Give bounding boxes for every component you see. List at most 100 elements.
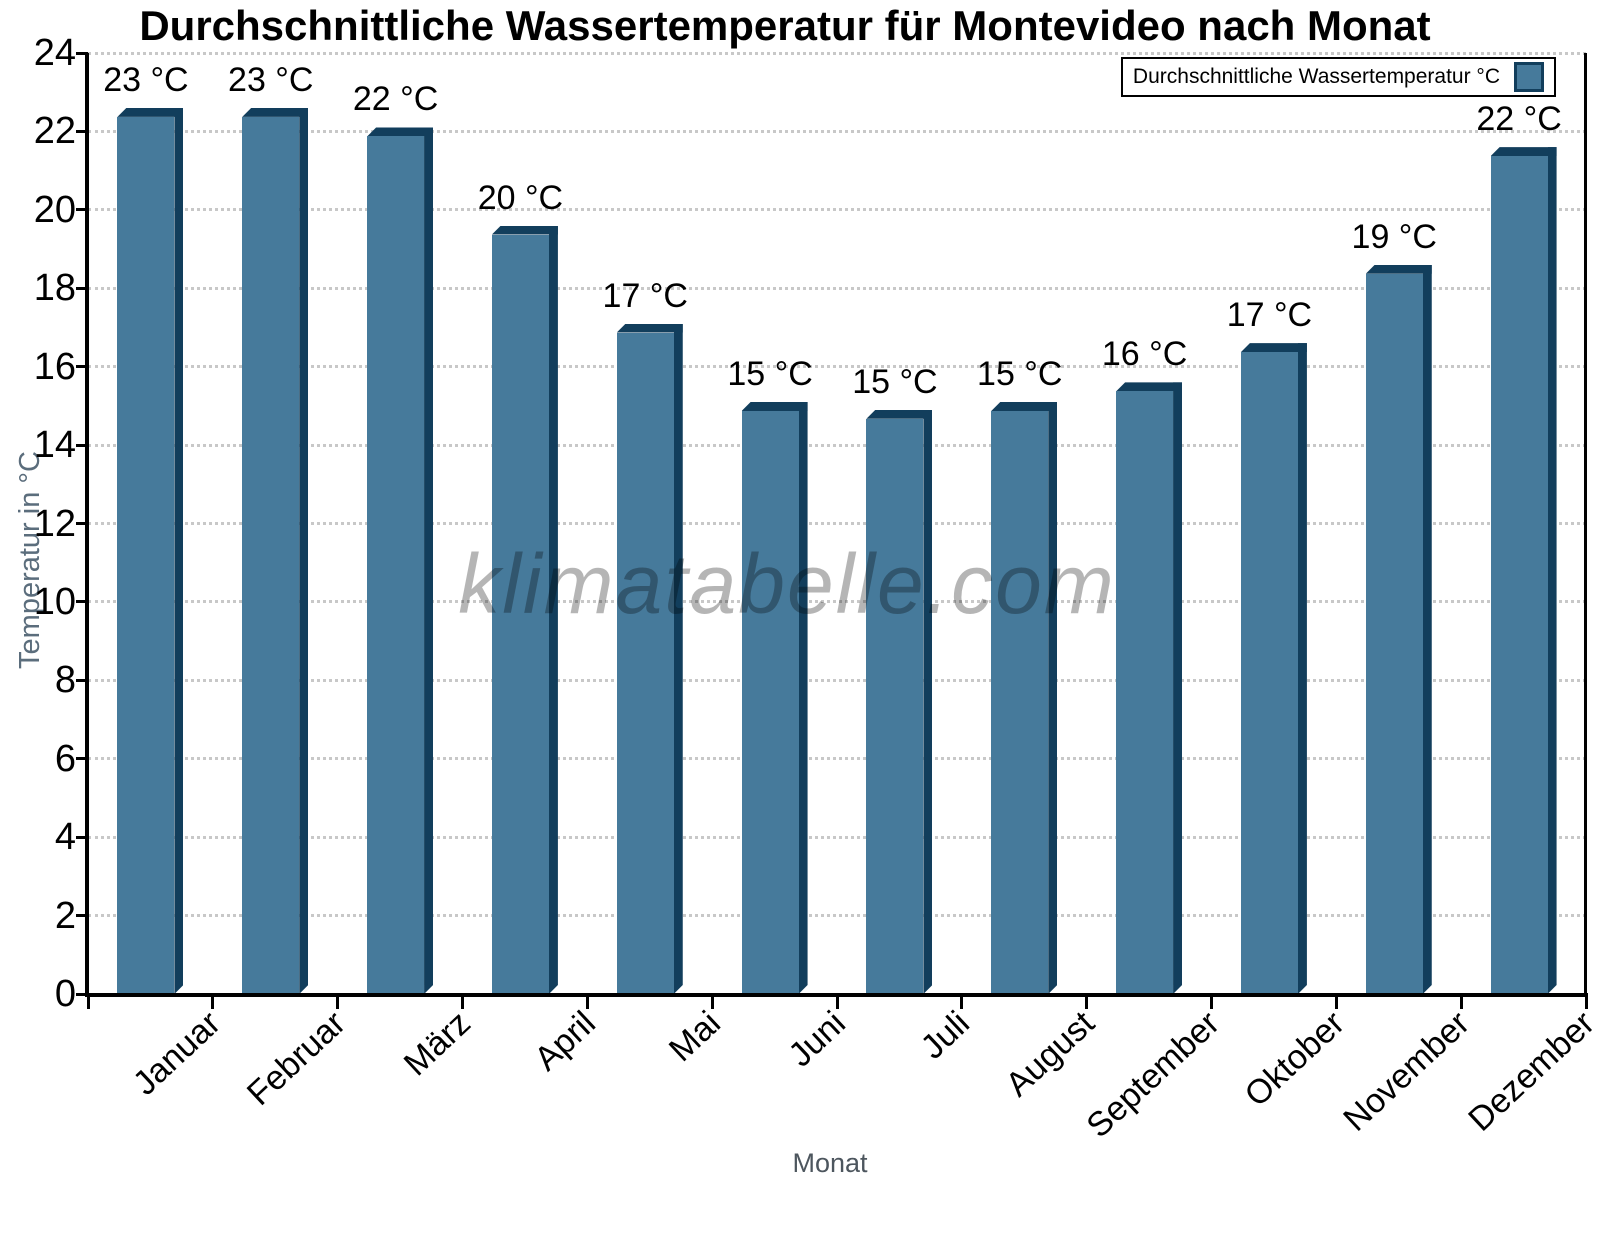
x-category-label-november: November <box>1336 1004 1477 1139</box>
y-tick-label-4: 4 <box>54 816 76 859</box>
bar-november <box>1365 264 1432 994</box>
bar-top-edge <box>1365 264 1432 274</box>
bar-dezember <box>1490 147 1557 994</box>
y-tick-label-14: 14 <box>33 424 76 467</box>
y-tick-20 <box>76 208 88 212</box>
gridline-14 <box>88 443 1586 447</box>
bar-value-label-4: 20 °C <box>477 178 564 217</box>
bar-face <box>1116 391 1174 994</box>
bar-face <box>616 332 674 994</box>
bar-mai <box>616 323 683 994</box>
bar-juni <box>741 401 808 994</box>
gridline-18 <box>88 286 1586 290</box>
y-tick-14 <box>76 443 88 447</box>
x-tick-4 <box>585 996 589 1009</box>
x-category-label-februar: Februar <box>240 1004 354 1113</box>
x-tick-12 <box>1584 996 1588 1009</box>
x-category-label-august: August <box>998 1004 1103 1104</box>
bar-right-edge <box>674 324 683 994</box>
bar-face <box>1365 273 1423 994</box>
x-tick-2 <box>336 996 340 1009</box>
bar-top-edge <box>866 409 933 419</box>
bar-value-label-6: 15 °C <box>727 354 813 393</box>
bar-right-edge <box>1173 382 1182 994</box>
bar-value-label-1: 23 °C <box>103 60 189 99</box>
y-tick-12 <box>76 522 88 525</box>
gridline-2 <box>88 914 1586 918</box>
chart-title: Durchschnittliche Wassertemperatur für M… <box>139 2 1431 49</box>
y-tick-2 <box>76 914 88 918</box>
bar-juli <box>866 409 933 994</box>
bar-value-label-9: 16 °C <box>1101 335 1188 374</box>
x-tick-9 <box>1210 996 1213 1009</box>
x-axis-line <box>85 993 1588 997</box>
water-temperature-bar-chart: Durchschnittliche Wassertemperatur für M… <box>14 2 1600 1178</box>
bar-right-edge <box>1423 265 1432 994</box>
bar-face <box>741 410 799 994</box>
x-category-label-april: April <box>527 1004 603 1079</box>
x-category-label-september: September <box>1079 1004 1227 1146</box>
y-tick-label-24: 24 <box>33 32 76 74</box>
y-tick-label-6: 6 <box>54 737 76 780</box>
x-tick-3 <box>461 996 464 1009</box>
x-category-label-märz: März <box>396 1004 478 1084</box>
bar-face <box>367 136 425 994</box>
x-tick-1 <box>211 996 215 1009</box>
bar-september <box>1116 382 1183 994</box>
legend-swatch-icon <box>1514 62 1544 92</box>
gridline-20 <box>88 208 1586 212</box>
bar-right-edge <box>1048 402 1057 994</box>
bar-top-edge <box>117 107 184 117</box>
y-tick-label-2: 2 <box>54 894 76 937</box>
y-tick-4 <box>76 835 88 839</box>
x-tick-8 <box>1085 996 1089 1009</box>
gridline-24 <box>88 51 1586 55</box>
x-tick-10 <box>1334 996 1338 1009</box>
bar-top-edge <box>242 107 309 117</box>
y-tick-16 <box>76 365 88 369</box>
bar-value-label-3: 22 °C <box>352 80 439 119</box>
bar-top-edge <box>1116 382 1183 392</box>
y-tick-label-18: 18 <box>33 267 76 310</box>
y-tick-18 <box>76 286 88 290</box>
gridline-4 <box>88 835 1586 839</box>
bar-value-label-11: 19 °C <box>1351 217 1437 256</box>
bar-face <box>866 418 924 994</box>
bar-oktober <box>1240 343 1307 994</box>
gridline-12 <box>88 522 1586 525</box>
bar-top-edge <box>491 225 558 235</box>
bar-right-edge <box>174 108 183 994</box>
bar-right-edge <box>549 226 558 994</box>
y-tick-label-10: 10 <box>33 580 76 623</box>
x-tick-7 <box>960 996 964 1009</box>
bar-top-edge <box>991 401 1058 411</box>
bar-februar <box>242 107 309 994</box>
gridline-10 <box>88 600 1586 604</box>
bar-top-edge <box>1240 343 1307 353</box>
x-tick-0 <box>86 996 90 1009</box>
bar-right-edge <box>299 108 308 994</box>
y-tick-6 <box>76 757 88 761</box>
bar-top-edge <box>367 127 434 137</box>
bar-right-edge <box>923 410 932 994</box>
bar-märz <box>367 127 434 994</box>
x-category-label-mai: Mai <box>661 1004 728 1070</box>
bar-right-edge <box>1298 343 1307 994</box>
bar-value-label-5: 17 °C <box>602 276 688 315</box>
right-border-line <box>1584 53 1587 994</box>
bar-top-edge <box>1490 147 1557 157</box>
y-tick-0 <box>76 992 88 996</box>
bar-januar <box>117 107 184 994</box>
bar-face <box>991 410 1049 994</box>
x-category-label-oktober: Oktober <box>1237 1004 1352 1115</box>
bar-value-label-12: 22 °C <box>1476 100 1562 139</box>
gridline-22 <box>88 129 1586 133</box>
y-tick-22 <box>76 129 88 133</box>
bar-right-edge <box>1548 147 1557 994</box>
y-tick-label-12: 12 <box>33 502 76 545</box>
watermark: klimatabelle.com <box>458 537 1116 631</box>
x-tick-11 <box>1459 996 1463 1009</box>
y-tick-label-0: 0 <box>54 973 76 1015</box>
x-category-label-juli: Juli <box>914 1004 978 1067</box>
bar-top-edge <box>741 401 808 411</box>
